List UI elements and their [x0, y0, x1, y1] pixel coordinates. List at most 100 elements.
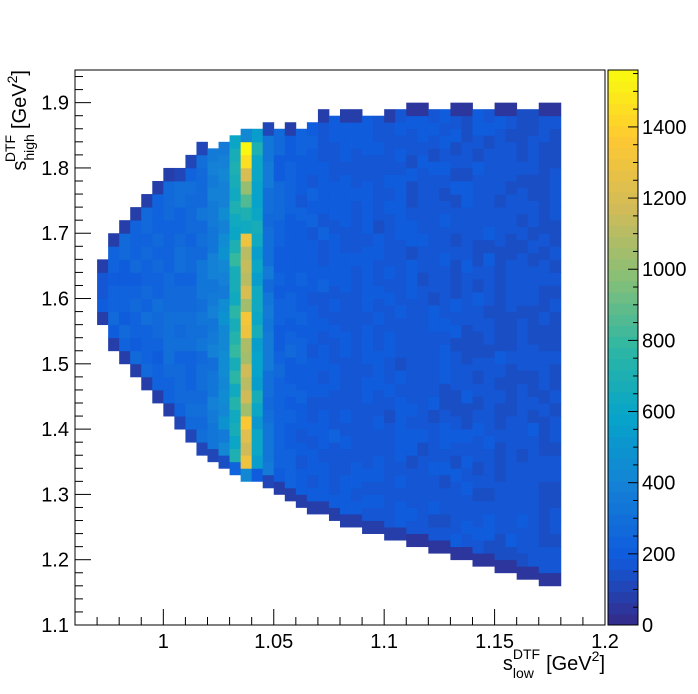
heatmap-cell — [328, 233, 341, 247]
heatmap-cell — [527, 148, 540, 162]
x-title-unit-close: ] — [599, 653, 605, 675]
heatmap-cell — [328, 167, 341, 182]
heatmap-cell — [395, 344, 407, 358]
heatmap-cell — [362, 311, 374, 326]
heatmap-cell — [317, 474, 330, 489]
heatmap-cell — [328, 298, 341, 312]
z-tick-label: 600 — [642, 402, 675, 424]
heatmap-cell — [218, 403, 230, 417]
y-tick-label: 1.1 — [41, 615, 69, 637]
palette-band — [608, 236, 638, 249]
heatmap-cell — [295, 442, 308, 456]
heatmap-cell — [527, 292, 540, 306]
heatmap-cell — [373, 389, 385, 404]
heatmap-cell — [472, 331, 484, 345]
heatmap-cell — [450, 507, 462, 521]
heatmap-cell — [362, 115, 374, 130]
palette-band — [608, 314, 638, 326]
heatmap-cell — [295, 494, 308, 508]
heatmap-cell — [306, 213, 319, 228]
heatmap-cell — [494, 141, 507, 156]
heatmap-cell — [284, 213, 297, 228]
heatmap-cell — [494, 233, 507, 247]
heatmap-cell — [516, 213, 529, 228]
heatmap-cell — [527, 226, 540, 241]
heatmap-cell — [483, 318, 495, 332]
heatmap-cell — [483, 226, 495, 241]
heatmap-cell — [516, 305, 529, 319]
heatmap-cell — [229, 357, 242, 371]
heatmap-cell — [218, 324, 230, 339]
heatmap-cell — [174, 416, 186, 430]
heatmap-cell — [428, 422, 440, 437]
heatmap-cell — [273, 389, 286, 404]
heatmap-cell — [384, 409, 396, 423]
heatmap-cell — [395, 396, 407, 410]
heatmap-cell — [483, 553, 495, 567]
z-tick-label: 800 — [642, 330, 675, 352]
heatmap-cell — [461, 416, 473, 430]
heatmap-cell — [317, 396, 330, 410]
heatmap-cell — [461, 115, 473, 130]
heatmap-cell — [141, 220, 153, 234]
heatmap-cell — [362, 181, 374, 195]
heatmap-cell — [384, 239, 396, 254]
heatmap-cell — [417, 207, 429, 221]
heatmap-cell — [229, 409, 242, 423]
heatmap-cell — [461, 233, 473, 247]
palette-band — [608, 380, 638, 393]
heatmap-cell — [251, 311, 264, 326]
heatmap-cell — [461, 337, 473, 352]
palette-band — [608, 536, 638, 548]
heatmap-cell — [395, 435, 407, 450]
heatmap-cell — [483, 278, 495, 293]
heatmap-cell — [461, 363, 473, 378]
heatmap-cell — [461, 194, 473, 208]
heatmap-cell — [472, 174, 484, 188]
heatmap-cell — [538, 389, 551, 404]
heatmap-cell — [196, 442, 208, 456]
heatmap-cell — [130, 324, 142, 339]
heatmap-cell — [483, 305, 495, 319]
heatmap-cell — [538, 337, 551, 352]
heatmap-cell — [152, 324, 164, 339]
heatmap-cell — [439, 500, 451, 515]
heatmap-cell — [328, 363, 341, 378]
heatmap-cell — [439, 331, 451, 345]
heatmap-cell — [373, 494, 385, 508]
heatmap-cell — [295, 194, 308, 208]
heatmap-cell — [406, 311, 418, 326]
heatmap-cell — [251, 403, 264, 417]
heatmap-cell — [538, 220, 551, 234]
heatmap-cell — [196, 416, 208, 430]
heatmap-cell — [185, 416, 197, 430]
heatmap-cell — [373, 298, 385, 312]
heatmap-cell — [251, 429, 264, 443]
heatmap-cell — [152, 363, 164, 378]
heatmap-cell — [494, 102, 507, 117]
heatmap-cell — [240, 376, 253, 391]
heatmap-cell — [450, 363, 462, 378]
heatmap-cell — [328, 259, 341, 273]
heatmap-cell — [328, 350, 341, 365]
heatmap-cell — [538, 363, 551, 378]
heatmap-cell — [406, 298, 418, 312]
heatmap-cell — [306, 331, 319, 345]
heatmap-cell — [229, 448, 242, 463]
heatmap-cell — [516, 135, 529, 149]
z-tick-label: 1200 — [642, 188, 687, 210]
heatmap-cell — [384, 265, 396, 280]
heatmap-cell — [362, 481, 374, 495]
heatmap-cell — [328, 455, 341, 469]
heatmap-cell — [406, 154, 418, 169]
heatmap-cell — [262, 409, 275, 423]
heatmap-cell — [328, 272, 341, 286]
heatmap-cell — [494, 220, 507, 234]
y-tick-label: 1.5 — [41, 354, 69, 376]
heatmap-cell — [317, 213, 330, 228]
heatmap-cell — [295, 324, 308, 339]
heatmap-cell — [196, 376, 208, 391]
heatmap-cell — [240, 141, 253, 156]
heatmap-cell — [328, 403, 341, 417]
heatmap-cell — [439, 292, 451, 306]
